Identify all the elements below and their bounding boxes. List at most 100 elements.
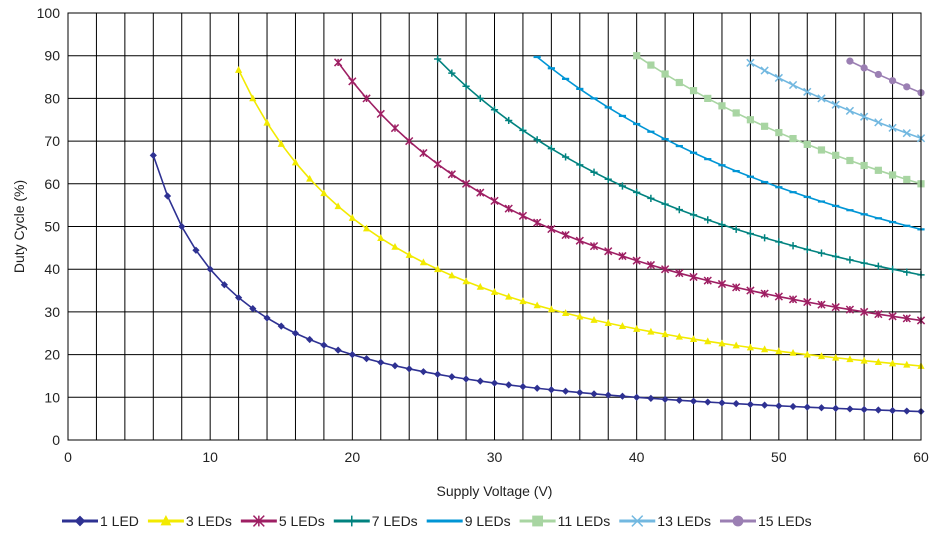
data-point (476, 188, 485, 197)
data-point (675, 332, 683, 340)
data-point (903, 83, 911, 91)
data-point (661, 330, 669, 338)
y-tick-label: 100 (37, 5, 61, 21)
data-point (746, 400, 754, 409)
data-point (561, 387, 570, 395)
data-point (647, 394, 655, 402)
data-point (249, 305, 257, 313)
data-point (74, 515, 86, 527)
series-line (536, 56, 922, 231)
data-point (277, 139, 285, 147)
series-1-led (149, 151, 925, 416)
data-point (306, 174, 314, 182)
data-point (377, 234, 385, 242)
data-point (746, 58, 755, 67)
legend-item: 1 LED (62, 513, 139, 529)
data-point (846, 355, 854, 363)
y-tick-label: 20 (44, 347, 60, 363)
data-point (761, 401, 769, 409)
data-point (860, 64, 868, 72)
series-15-leds (846, 57, 925, 97)
data-point (846, 405, 854, 413)
legend-label: 5 LEDs (279, 513, 325, 529)
data-point (874, 118, 883, 127)
data-point (860, 161, 868, 170)
legend-item: 5 LEDs (240, 513, 325, 529)
data-point (718, 221, 726, 229)
data-point (689, 397, 698, 405)
data-point (746, 230, 754, 238)
data-point (860, 259, 868, 267)
data-point (775, 347, 783, 355)
data-point (732, 400, 740, 408)
data-point (631, 515, 644, 527)
data-point (419, 368, 428, 376)
gridlines (68, 13, 921, 440)
data-point (774, 292, 783, 301)
data-point (803, 350, 811, 358)
data-point (462, 82, 470, 90)
y-tick-label: 10 (44, 389, 60, 405)
data-point (732, 515, 744, 527)
data-point (660, 265, 670, 274)
data-point (888, 312, 897, 321)
data-point (149, 151, 157, 159)
data-point (661, 395, 669, 403)
data-point (263, 314, 271, 322)
data-point (348, 351, 356, 359)
data-point (618, 251, 627, 261)
data-point (874, 406, 882, 414)
data-point (661, 200, 669, 208)
data-point (789, 242, 797, 250)
data-point (846, 57, 854, 65)
data-point (788, 295, 798, 304)
legend-item: 9 LEDs (426, 513, 511, 529)
data-point (448, 271, 456, 279)
data-point (718, 102, 726, 110)
data-point (519, 383, 527, 391)
data-point (604, 319, 612, 327)
data-point (405, 136, 414, 146)
data-point (618, 392, 627, 400)
data-point (633, 325, 641, 332)
y-tick-label: 50 (44, 219, 60, 235)
data-point (717, 279, 727, 289)
data-point (163, 192, 172, 200)
series-7-leds (434, 55, 925, 279)
data-point (633, 52, 641, 60)
x-tick-label: 20 (345, 449, 361, 465)
data-point (831, 303, 840, 312)
data-point (647, 327, 655, 335)
data-point (775, 238, 783, 246)
legend-label: 15 LEDs (758, 513, 812, 529)
series-5-leds (333, 58, 926, 325)
data-point (746, 116, 754, 124)
data-point (760, 66, 769, 75)
data-point (675, 269, 684, 278)
data-point (518, 211, 528, 220)
data-point (746, 343, 754, 351)
data-point (718, 339, 726, 347)
data-point (291, 158, 300, 166)
legend-item: 3 LEDs (147, 513, 232, 529)
data-point (590, 168, 598, 176)
legend-item: 7 LEDs (333, 513, 418, 529)
data-point (902, 314, 911, 323)
legend-item: 13 LEDs (619, 513, 711, 529)
data-point (832, 404, 840, 412)
data-point (419, 258, 428, 266)
data-point (888, 359, 897, 367)
series-3-leds (235, 65, 925, 369)
data-point (533, 301, 541, 309)
data-point (390, 123, 400, 133)
data-point (575, 236, 584, 245)
data-point (576, 312, 584, 320)
data-point (576, 161, 584, 169)
data-point (689, 272, 698, 282)
data-point (590, 390, 598, 398)
data-point (490, 288, 499, 295)
data-point (860, 307, 869, 317)
data-point (461, 179, 471, 188)
legend-item: 15 LEDs (719, 513, 812, 529)
legend-label: 9 LEDs (465, 513, 511, 529)
